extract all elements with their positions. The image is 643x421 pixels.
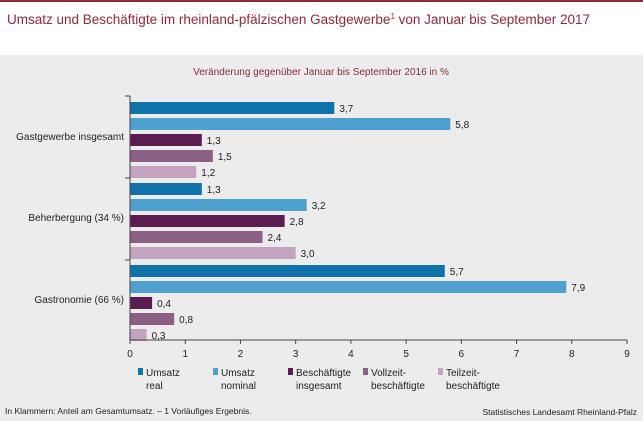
chart-subtitle: Veränderung gegenüber Januar bis Septemb… [193,67,449,78]
data-label-1-5: 1,2 [201,168,215,179]
category-label-1: Gastgewerbe insgesamt [16,132,124,143]
data-label-2-4: 2,4 [268,233,282,244]
x-tick-label-8: 8 [569,349,575,360]
legend-label-1-line2: real [146,381,163,392]
data-label-2-2: 3,2 [312,201,326,212]
title-suffix: von Januar bis September 2017 [394,12,591,27]
bar-1-1 [130,102,335,114]
title-text: Umsatz und Beschäftigte im rheinland-pfä… [7,12,391,27]
data-label-3-3: 0,4 [157,299,171,310]
legend-label-5-line1: Teilzeit- [446,368,480,379]
source-note: Statistisches Landesamt Rheinland-Pfalz [482,407,638,417]
bar-3-3 [130,297,153,309]
bar-3-5 [130,329,147,341]
category-label-2: Beherbergung (34 %) [28,213,124,224]
x-tick-label-0: 0 [127,349,133,360]
data-label-2-5: 3,0 [301,249,315,260]
data-label-1-3: 1,3 [207,136,221,147]
legend-label-3-line2: insgesamt [296,381,342,392]
legend-label-1-line1: Umsatz [146,368,180,379]
bar-1-3 [130,134,202,146]
legend-label-3-line1: Beschäftigte [296,368,351,379]
x-tick-label-1: 1 [182,349,188,360]
data-label-1-1: 3,7 [339,104,353,115]
legend-label-2-line1: Umsatz [221,368,255,379]
legend-label-4-line2: beschäftigte [371,381,425,392]
page-title: Umsatz und Beschäftigte im rheinland-pfä… [7,12,590,27]
x-tick-label-5: 5 [403,349,409,360]
bar-2-1 [130,183,202,195]
title-footnote-marker: 1 [390,12,395,21]
footnote: In Klammern: Anteil am Gesamtumsatz. – 1… [5,406,252,416]
legend-label-4-line1: Vollzeit- [371,368,406,379]
chart-panel [0,55,643,421]
top-rule [0,0,643,2]
data-label-2-3: 2,8 [290,217,304,228]
legend-label-5-line2: beschäftigte [446,381,500,392]
legend-swatch-5 [438,368,443,375]
x-tick-label-2: 2 [238,349,244,360]
legend-swatch-2 [213,368,218,375]
bar-1-4 [130,150,213,162]
bar-1-2 [130,118,451,130]
data-label-2-1: 1,3 [207,185,221,196]
category-label-3: Gastronomie (66 %) [35,295,124,306]
x-tick-label-7: 7 [514,349,520,360]
x-tick-label-9: 9 [624,349,630,360]
data-label-1-4: 1,5 [218,152,232,163]
bar-2-3 [130,215,285,227]
x-tick-label-3: 3 [293,349,299,360]
data-label-3-2: 7,9 [571,283,585,294]
bar-2-2 [130,199,307,211]
data-label-3-5: 0,3 [152,331,166,342]
x-tick-label-4: 4 [348,349,354,360]
bar-3-4 [130,313,175,325]
bar-3-2 [130,281,567,293]
legend-swatch-3 [288,368,293,375]
data-label-1-2: 5,8 [455,120,469,131]
bar-1-5 [130,166,197,178]
bar-3-1 [130,265,445,277]
legend-label-2-line2: nominal [221,381,256,392]
data-label-3-4: 0,8 [179,315,193,326]
data-label-3-1: 5,7 [450,267,464,278]
bar-2-5 [130,247,296,259]
x-tick-label-6: 6 [459,349,465,360]
legend-swatch-1 [138,368,143,375]
bar-2-4 [130,231,263,243]
legend-swatch-4 [363,368,368,375]
